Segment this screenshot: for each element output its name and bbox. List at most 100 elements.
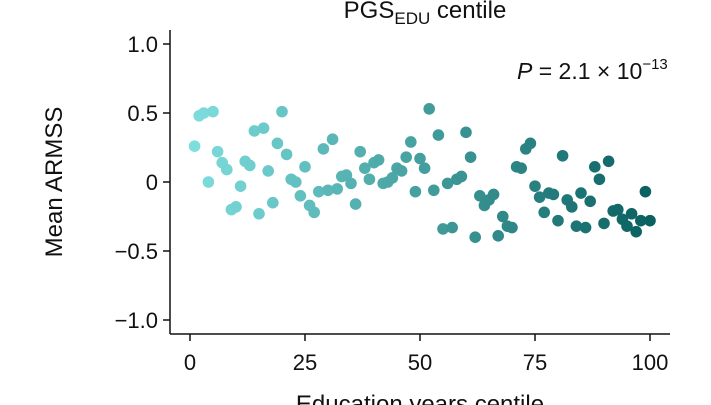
data-point <box>234 180 247 192</box>
title-tail: centile <box>430 0 506 24</box>
data-point <box>276 105 288 118</box>
p-value-text: = 2.1 × 10 <box>532 58 642 84</box>
x-tick-label: 50 <box>408 350 432 375</box>
data-point <box>313 185 325 198</box>
data-point <box>589 161 601 173</box>
data-point <box>331 183 344 195</box>
data-point <box>524 137 537 150</box>
data-point <box>202 176 215 188</box>
data-point <box>593 173 606 186</box>
y-axis-label: Mean ARMSS <box>41 107 68 258</box>
data-point <box>294 190 307 202</box>
data-point <box>414 152 426 165</box>
data-point <box>423 103 436 115</box>
data-point <box>602 155 615 168</box>
data-point <box>538 206 550 219</box>
data-point <box>552 214 564 227</box>
data-point <box>584 195 596 208</box>
data-point <box>566 201 578 213</box>
data-point <box>262 165 275 177</box>
x-tick-label: 75 <box>523 350 547 375</box>
data-points <box>188 103 656 243</box>
data-point <box>598 217 610 230</box>
x-axis-ticks: 0 25 50 75 100 <box>184 334 668 375</box>
y-tick-label: 1.0 <box>127 32 158 57</box>
data-point <box>579 221 592 234</box>
data-point <box>432 129 445 141</box>
data-point <box>437 223 449 235</box>
data-point <box>460 126 472 139</box>
data-point <box>635 214 647 227</box>
data-point <box>464 151 477 163</box>
data-point <box>515 162 527 174</box>
data-point <box>446 221 459 234</box>
data-point <box>547 188 560 201</box>
y-axis-ticks: 1.0 0.5 0 −0.5 −1.0 <box>115 32 170 333</box>
data-point <box>386 172 399 184</box>
x-tick-label: 25 <box>293 350 317 375</box>
p-value-annotation: P = 2.1 × 10−13 <box>517 56 668 84</box>
x-axis-label: Education years centile <box>296 391 544 405</box>
data-point <box>257 122 270 134</box>
title-main: PGS <box>344 0 395 24</box>
data-point <box>198 107 210 119</box>
data-point <box>395 165 408 177</box>
data-point <box>230 201 242 213</box>
data-point <box>280 148 293 161</box>
x-tick-label: 100 <box>632 350 669 375</box>
data-point <box>497 210 509 223</box>
data-point <box>363 173 376 186</box>
data-point <box>418 162 431 174</box>
data-point <box>469 231 482 243</box>
data-point <box>372 154 385 166</box>
y-tick-label: −0.5 <box>115 239 158 264</box>
data-point <box>211 145 224 158</box>
data-point <box>326 133 339 146</box>
y-tick-label: 0 <box>146 170 158 195</box>
data-point <box>267 196 279 209</box>
y-tick-label: −1.0 <box>115 308 158 333</box>
data-point <box>644 214 656 227</box>
data-point <box>621 220 633 232</box>
data-point <box>322 184 334 197</box>
data-point <box>400 151 413 163</box>
data-point <box>290 176 302 188</box>
p-label: P <box>517 58 533 84</box>
data-point <box>207 105 219 118</box>
data-point <box>533 191 546 203</box>
p-value-exponent: −13 <box>642 56 667 73</box>
data-point <box>188 140 201 152</box>
data-point <box>612 203 624 216</box>
data-point <box>630 225 642 238</box>
data-point <box>575 187 587 199</box>
data-point <box>409 185 422 198</box>
chart-title: PGSEDU centile <box>344 0 507 28</box>
data-point <box>492 230 505 242</box>
y-tick-label: 0.5 <box>127 101 158 126</box>
data-point <box>405 136 417 148</box>
data-point <box>244 159 256 172</box>
data-point <box>345 177 357 190</box>
data-point <box>441 177 454 190</box>
data-point <box>271 137 284 150</box>
data-point <box>354 145 367 158</box>
data-point <box>474 190 486 202</box>
data-point <box>625 207 638 220</box>
data-point <box>359 162 371 174</box>
x-tick-label: 0 <box>184 350 196 375</box>
data-point <box>506 221 518 234</box>
data-point <box>487 188 500 201</box>
data-point <box>221 163 233 176</box>
data-point <box>349 198 362 210</box>
data-point <box>455 170 468 183</box>
data-point <box>317 143 330 155</box>
data-point <box>556 149 569 162</box>
data-point <box>428 184 440 197</box>
data-point <box>253 207 265 220</box>
data-point <box>299 161 311 173</box>
data-point <box>570 220 583 232</box>
title-subscript: EDU <box>394 9 430 28</box>
data-point <box>308 206 321 219</box>
data-point <box>248 125 261 137</box>
